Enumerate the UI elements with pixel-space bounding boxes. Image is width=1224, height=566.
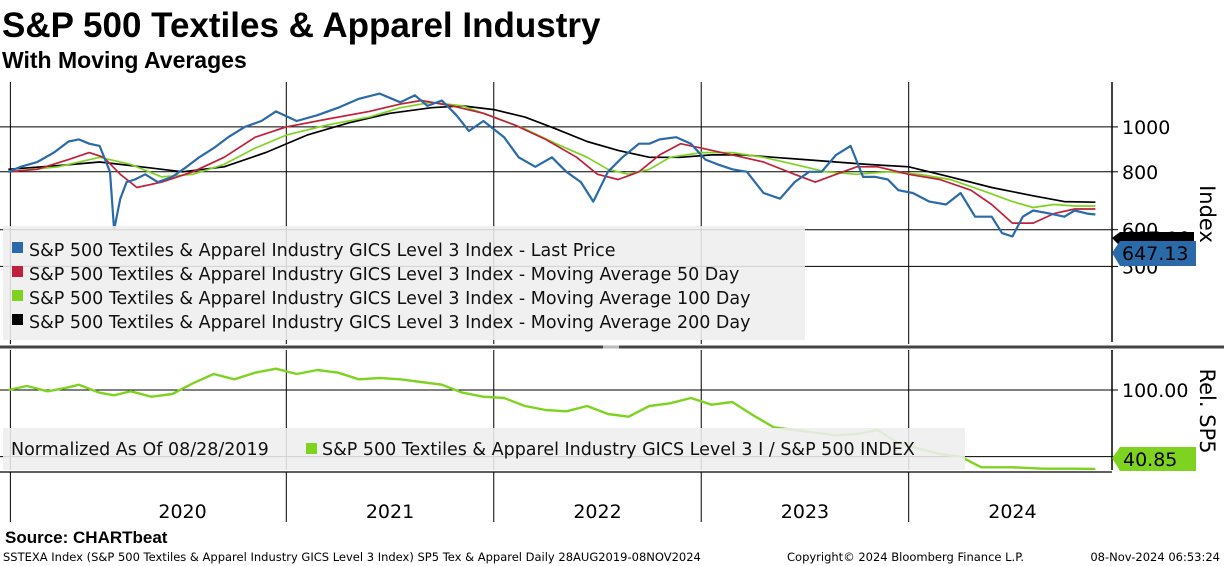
upper-legend-entry-ma200: S&P 500 Textiles & Apparel Industry GICS… bbox=[12, 313, 750, 333]
upper-tick-label-800: 800 bbox=[1122, 162, 1158, 184]
chart-subtitle: With Moving Averages bbox=[2, 47, 247, 73]
series-line-last-price bbox=[7, 92, 1096, 238]
lower-legend-series: S&P 500 Textiles & Apparel Industry GICS… bbox=[322, 440, 915, 460]
year-label-2023: 2023 bbox=[781, 501, 829, 523]
legend-label-ma50: S&P 500 Textiles & Apparel Industry GICS… bbox=[29, 265, 739, 285]
year-label-2022: 2022 bbox=[573, 501, 621, 523]
relative-value-tag: 40.85 bbox=[1112, 447, 1196, 471]
series-line-moving-average-100-day bbox=[8, 101, 1096, 209]
footer-center: Copyright© 2024 Bloomberg Finance L.P. bbox=[787, 550, 1024, 564]
upper-legend-entry-price: S&P 500 Textiles & Apparel Industry GICS… bbox=[12, 241, 615, 261]
last-price-tag: 647.13 bbox=[1112, 241, 1196, 266]
chart-title: S&P 500 Textiles & Apparel Industry bbox=[2, 6, 601, 45]
upper-legend-entry-ma100: S&P 500 Textiles & Apparel Industry GICS… bbox=[12, 289, 750, 309]
year-label-2024: 2024 bbox=[988, 501, 1036, 523]
lower-tick-label-0: 100.00 bbox=[1122, 380, 1188, 402]
last-price-label: 647.13 bbox=[1122, 243, 1188, 265]
legend-swatch-price bbox=[12, 242, 23, 253]
series-line-moving-average-200-day bbox=[8, 105, 1096, 204]
legend-label-ma100: S&P 500 Textiles & Apparel Industry GICS… bbox=[29, 289, 750, 309]
lower-legend-normalized: Normalized As Of 08/28/2019 bbox=[11, 440, 269, 460]
upper-legend-box bbox=[3, 226, 805, 340]
series-line-moving-average-50-day bbox=[8, 99, 1096, 224]
upper-tick-label-1000: 1000 bbox=[1122, 117, 1170, 139]
upper-series-group bbox=[7, 92, 1096, 238]
legend-swatch-ma50 bbox=[12, 266, 23, 277]
lower-legend-swatch bbox=[306, 443, 317, 454]
source-label: Source: CHARTbeat bbox=[5, 528, 168, 547]
footer-left: SSTEXA Index (S&P 500 Textiles & Apparel… bbox=[3, 550, 701, 564]
year-label-2021: 2021 bbox=[366, 501, 414, 523]
legend-label-price: S&P 500 Textiles & Apparel Industry GICS… bbox=[29, 241, 615, 261]
upper-legend-entry-ma50: S&P 500 Textiles & Apparel Industry GICS… bbox=[12, 265, 739, 285]
year-label-2020: 2020 bbox=[158, 501, 206, 523]
relative-value-tag-shape bbox=[1112, 447, 1196, 471]
lower-legend-box bbox=[3, 428, 965, 470]
relative-value-label: 40.85 bbox=[1123, 449, 1177, 471]
x-axis-year-labels: 201920202021202220232024 bbox=[158, 501, 1036, 523]
legend-swatch-ma100 bbox=[12, 290, 23, 301]
legend-swatch-ma200 bbox=[12, 314, 23, 325]
footer-right: 08-Nov-2024 06:53:24 bbox=[1090, 550, 1220, 564]
lower-y-axis-label: Rel. SP5 bbox=[1195, 368, 1219, 453]
x-axis-dividers bbox=[9, 472, 910, 522]
last-price-tag-shape bbox=[1112, 241, 1196, 266]
legend-label-ma200: S&P 500 Textiles & Apparel Industry GICS… bbox=[29, 313, 750, 333]
upper-y-axis-label: Index bbox=[1195, 185, 1219, 243]
